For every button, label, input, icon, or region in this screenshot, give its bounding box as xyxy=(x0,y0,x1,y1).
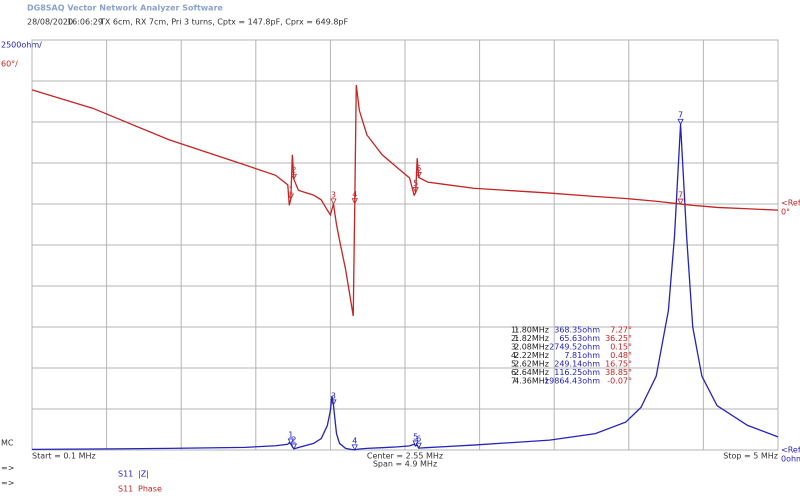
legend-entry: |Z| xyxy=(138,470,149,479)
marker-table-cell: 4: xyxy=(511,351,519,360)
marker-triangle xyxy=(351,444,358,451)
marker-table-cell: 1.80MHz xyxy=(514,326,549,335)
sweep-center: Center = 2.55 MHz xyxy=(367,452,443,461)
marker-table-cell: 2.08MHz xyxy=(514,343,549,352)
marker-table-cell: 1.82MHz xyxy=(514,334,549,343)
time: 16:06:29 xyxy=(67,18,103,27)
marker-label: 2 xyxy=(291,435,296,444)
marker-triangle xyxy=(677,118,684,126)
marker-table-cell: 7: xyxy=(511,377,519,386)
legend-prefix: => xyxy=(1,464,14,473)
marker-table-cell: 2: xyxy=(511,334,519,343)
marker-table-cell: 4.36MHz xyxy=(514,377,549,386)
marker-table-cell: 1: xyxy=(511,326,519,335)
marker-table-cell: 7.27° xyxy=(610,326,632,335)
marker-triangle xyxy=(330,198,337,205)
marker-triangle xyxy=(415,442,422,449)
trace-line xyxy=(31,85,779,317)
marker-label: 5 xyxy=(413,179,418,188)
ref2-label: <Ref2 xyxy=(781,199,800,208)
y2-scale-label: 60°/ xyxy=(1,60,18,69)
legend-prefix: => xyxy=(1,479,14,488)
legend-parameter: S11 xyxy=(118,485,133,494)
marker-label: 2 xyxy=(291,166,296,175)
marker-table-cell: 3: xyxy=(511,343,519,352)
marker-triangle xyxy=(290,443,298,450)
marker-label: 6 xyxy=(416,164,421,173)
marker-triangle xyxy=(287,438,294,445)
marker-label: 7 xyxy=(678,191,683,200)
marker-table-cell: 249.14ohm xyxy=(554,360,600,369)
marker-table-cell: 6: xyxy=(511,368,519,377)
description: TX 6cm, RX 7cm, Pri 3 turns, Cptx = 147.… xyxy=(99,18,349,27)
marker-table-cell: 16.75° xyxy=(605,360,632,369)
ref1-label: <Ref1 xyxy=(781,446,800,455)
marker-table-cell: 116.25ohm xyxy=(554,368,600,377)
marker-label: 4 xyxy=(352,190,357,199)
marker-triangle xyxy=(415,172,422,179)
marker-table-cell: 7.81ohm xyxy=(564,351,600,360)
marker-table-cell: 2.22MHz xyxy=(514,351,549,360)
marker-table-cell: 19864.43ohm xyxy=(544,377,600,386)
marker-table-cell: 65.63ohm xyxy=(559,334,600,343)
marker-table-cell: -0.07° xyxy=(607,377,632,386)
ref2-value: 0° xyxy=(781,208,790,217)
app-title: DG8SAQ Vector Network Analyzer Software xyxy=(27,4,224,13)
sweep-start: Start = 0.1 MHz xyxy=(32,452,96,461)
marker-label: 1 xyxy=(288,186,293,195)
marker-table-cell: 5: xyxy=(511,360,519,369)
marker-label: 1 xyxy=(288,430,293,439)
marker-table-cell: 2.62MHz xyxy=(514,360,549,369)
marker-table-cell: 36.25° xyxy=(605,334,632,343)
marker-triangle xyxy=(351,198,358,205)
marker-triangle xyxy=(287,193,294,200)
marker-triangle xyxy=(330,399,337,406)
marker-triangle xyxy=(677,198,684,205)
ref1-value: 0ohm xyxy=(781,455,800,464)
corner-label: MC xyxy=(1,439,14,448)
legend-parameter: S11 xyxy=(118,470,133,479)
marker-label: 5 xyxy=(413,432,418,441)
sweep-span: Span = 4.9 MHz xyxy=(373,460,437,469)
marker-triangle xyxy=(412,187,419,194)
marker-table-cell: 0.48° xyxy=(610,351,632,360)
marker-table-cell: 0.15° xyxy=(610,343,632,352)
marker-label: 3 xyxy=(331,190,336,199)
marker-triangle xyxy=(290,173,298,181)
marker-label: 6 xyxy=(416,435,421,444)
marker-table-cell: 2.64MHz xyxy=(514,368,549,377)
sweep-stop: Stop = 5 MHz xyxy=(723,452,778,461)
marker-label: 3 xyxy=(331,391,336,400)
legend-entry: Phase xyxy=(138,485,162,494)
marker-label: 4 xyxy=(352,436,357,445)
marker-table-cell: 38.85° xyxy=(605,368,632,377)
marker-table-cell: 2749.52ohm xyxy=(549,343,600,352)
marker-table-cell: 368.35ohm xyxy=(554,326,600,335)
marker-label: 7 xyxy=(678,111,683,120)
date: 28/08/2020 xyxy=(27,18,73,27)
y-scale-label: 2500ohm/ xyxy=(1,41,42,50)
